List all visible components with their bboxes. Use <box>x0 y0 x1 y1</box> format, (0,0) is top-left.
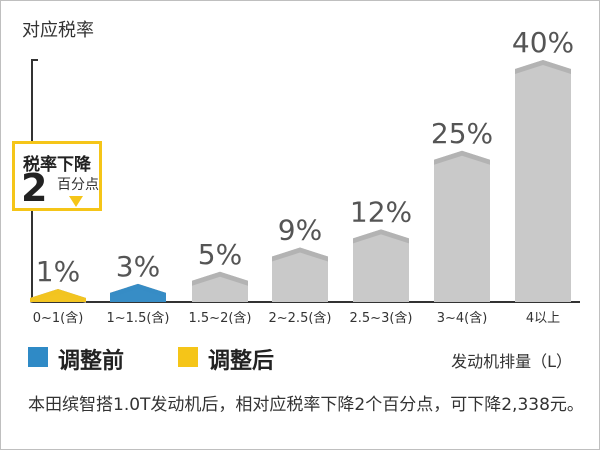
value-label-3: 9% <box>278 214 322 247</box>
y-axis-label: 对应税率 <box>22 20 94 41</box>
value-label-4: 12% <box>350 195 412 228</box>
tick-label-6: 4以上 <box>526 311 560 326</box>
tick-label-3: 2~2.5(含) <box>269 310 332 326</box>
legend-swatch-before <box>28 347 48 367</box>
bar-5 <box>434 150 490 302</box>
bar-highlight-before <box>110 283 166 302</box>
callout-unit: 百分点 <box>57 177 99 193</box>
callout-number: 2 <box>21 166 48 210</box>
bar-chart: 1% 0~1(含) 3% 1~1.5(含) 5% 1.5~2(含) 9% 2~2.5(含) 12… <box>30 26 580 326</box>
bar-cap-3 <box>272 247 328 262</box>
legend-label-before: 调整前 <box>58 349 125 374</box>
bar-cap-6 <box>515 60 571 74</box>
value-label-1: 3% <box>116 250 160 283</box>
legend-swatch-after <box>178 347 198 367</box>
bar-highlight-after <box>30 289 86 302</box>
tick-label-4: 2.5~3(含) <box>350 310 413 326</box>
bar-4 <box>353 229 409 302</box>
tick-label-1: 1~1.5(含) <box>107 310 170 326</box>
bar-cap-2 <box>192 271 248 286</box>
legend-label-after: 调整后 <box>208 349 275 374</box>
bar-cap-5 <box>434 150 490 165</box>
tick-label-5: 3~4(含) <box>437 310 488 326</box>
value-label-6: 40% <box>512 26 574 59</box>
value-label-2: 5% <box>198 238 242 271</box>
tick-label-0: 0~1(含) <box>33 310 84 326</box>
bar-3 <box>272 247 328 302</box>
bar-cap-4 <box>353 229 409 244</box>
value-label-0: 1% <box>36 255 80 288</box>
callout-title: 税率下降 <box>23 155 91 175</box>
tax-drop-callout: 税率下降 2 百分点 <box>12 141 102 211</box>
x-axis-title: 发动机排量（L） <box>451 352 572 371</box>
caption-note: 本田缤智搭1.0T发动机后，相对应税率下降2个百分点，可下降2,338元。 <box>28 395 584 415</box>
down-arrow-icon <box>69 196 83 207</box>
tick-label-2: 1.5~2(含) <box>189 310 252 326</box>
value-label-5: 25% <box>431 117 493 150</box>
bar-6 <box>515 60 571 302</box>
